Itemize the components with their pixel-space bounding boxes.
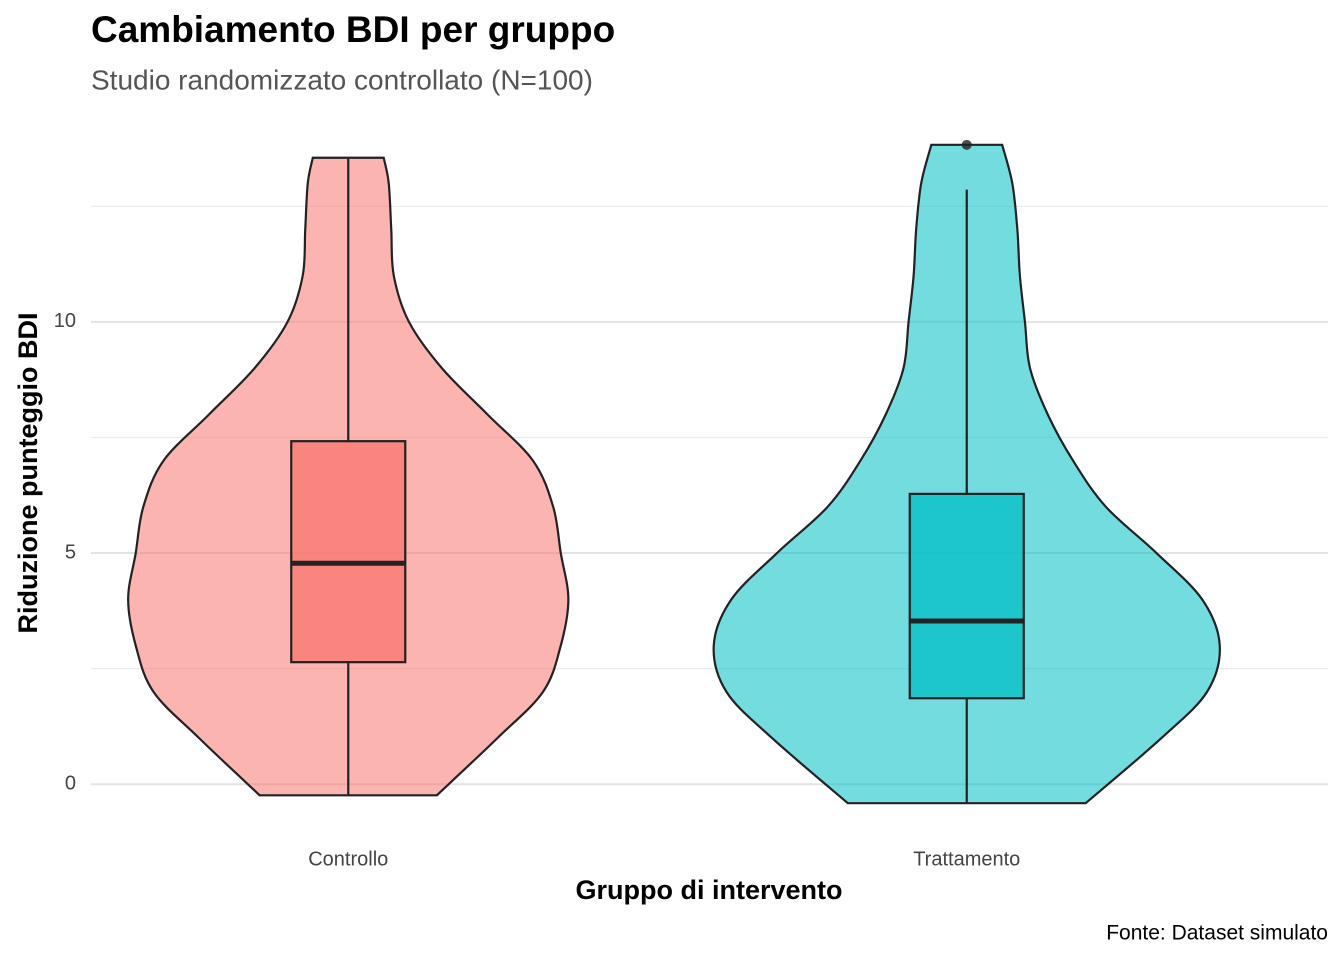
x-tick-label: Controllo xyxy=(308,848,388,870)
y-tick-label: 10 xyxy=(54,310,76,332)
x-tick-label: Trattamento xyxy=(913,848,1020,870)
box xyxy=(290,440,407,664)
y-tick-label: 0 xyxy=(65,773,76,795)
box xyxy=(908,492,1025,700)
chart-subtitle: Studio randomizzato controllato (N=100) xyxy=(91,64,593,95)
y-tick-label: 5 xyxy=(65,541,76,563)
chart-title: Cambiamento BDI per gruppo xyxy=(91,9,615,50)
caption: Fonte: Dataset simulato xyxy=(1106,922,1328,945)
y-axis-title: Riduzione punteggio BDI xyxy=(13,313,43,634)
x-axis-title: Gruppo di intervento xyxy=(576,875,843,905)
outlier xyxy=(961,139,972,150)
